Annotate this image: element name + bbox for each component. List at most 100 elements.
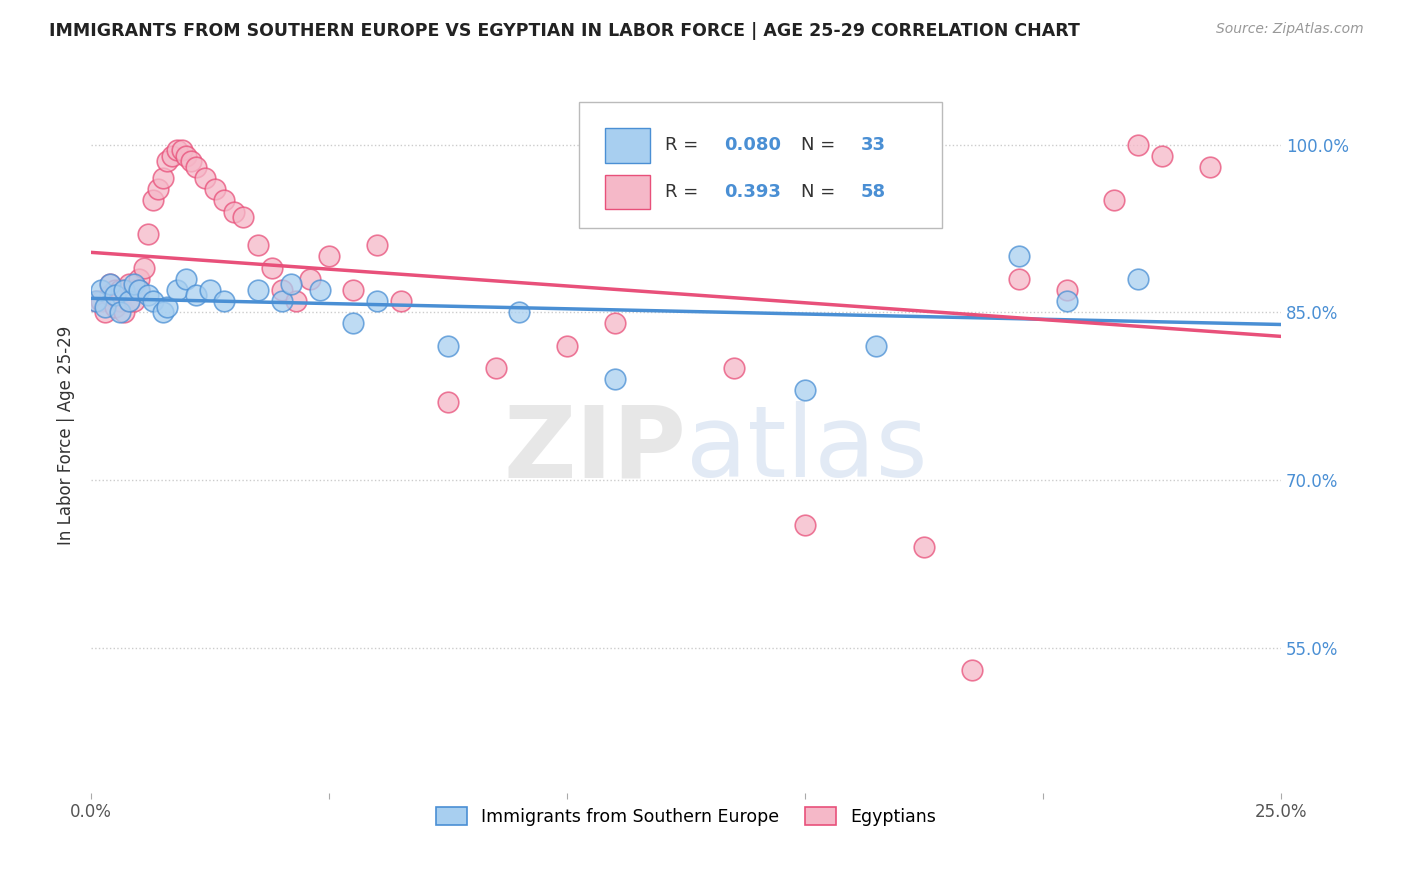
Point bbox=[108, 294, 131, 309]
Point bbox=[90, 283, 112, 297]
Point bbox=[260, 260, 283, 275]
Point bbox=[142, 294, 165, 309]
Point bbox=[232, 210, 254, 224]
Point bbox=[152, 305, 174, 319]
Text: atlas: atlas bbox=[686, 401, 928, 498]
Text: Source: ZipAtlas.com: Source: ZipAtlas.com bbox=[1216, 22, 1364, 37]
Point bbox=[1150, 149, 1173, 163]
Point bbox=[194, 171, 217, 186]
Text: R =: R = bbox=[665, 183, 703, 201]
Point bbox=[437, 394, 460, 409]
Point bbox=[136, 227, 159, 241]
Text: R =: R = bbox=[665, 136, 703, 154]
FancyBboxPatch shape bbox=[579, 103, 942, 227]
Point bbox=[176, 149, 198, 163]
Point bbox=[136, 288, 159, 302]
Text: IMMIGRANTS FROM SOUTHERN EUROPE VS EGYPTIAN IN LABOR FORCE | AGE 25-29 CORRELATI: IMMIGRANTS FROM SOUTHERN EUROPE VS EGYPT… bbox=[49, 22, 1080, 40]
Point bbox=[318, 249, 340, 263]
Point bbox=[794, 384, 817, 398]
Point bbox=[152, 171, 174, 186]
Point bbox=[389, 294, 412, 309]
Point bbox=[94, 300, 117, 314]
Point bbox=[114, 283, 136, 297]
Point bbox=[184, 160, 207, 174]
Bar bbox=[605, 128, 651, 162]
Point bbox=[122, 294, 145, 309]
Point bbox=[142, 194, 165, 208]
Point bbox=[128, 283, 150, 297]
Point bbox=[222, 204, 245, 219]
Text: 0.080: 0.080 bbox=[724, 136, 782, 154]
Point bbox=[84, 294, 107, 309]
Point bbox=[104, 300, 127, 314]
Point bbox=[156, 300, 179, 314]
Point bbox=[166, 143, 188, 157]
Point bbox=[280, 277, 302, 292]
Point bbox=[603, 372, 626, 386]
Point bbox=[114, 305, 136, 319]
Point bbox=[270, 294, 292, 309]
Point bbox=[246, 238, 269, 252]
Point bbox=[284, 294, 307, 309]
Point bbox=[122, 283, 145, 297]
Point bbox=[1008, 271, 1031, 285]
Point bbox=[1008, 249, 1031, 263]
Point bbox=[270, 283, 292, 297]
Point bbox=[108, 283, 131, 297]
Point bbox=[214, 194, 236, 208]
Point bbox=[128, 271, 150, 285]
Point bbox=[118, 277, 141, 292]
Point bbox=[156, 154, 179, 169]
Point bbox=[366, 238, 388, 252]
Point bbox=[214, 294, 236, 309]
Point bbox=[108, 305, 131, 319]
Point bbox=[1128, 271, 1150, 285]
Point bbox=[723, 361, 745, 376]
Point bbox=[204, 182, 226, 196]
Point bbox=[98, 277, 121, 292]
Point bbox=[198, 283, 221, 297]
Point bbox=[246, 283, 269, 297]
Point bbox=[128, 283, 150, 297]
Point bbox=[104, 288, 127, 302]
Point bbox=[1198, 160, 1220, 174]
Point bbox=[114, 283, 136, 297]
Point bbox=[132, 260, 155, 275]
Point bbox=[1056, 283, 1078, 297]
Point bbox=[176, 271, 198, 285]
Legend: Immigrants from Southern Europe, Egyptians: Immigrants from Southern Europe, Egyptia… bbox=[427, 798, 945, 834]
Text: 33: 33 bbox=[860, 136, 886, 154]
Point bbox=[98, 277, 121, 292]
Point bbox=[118, 294, 141, 309]
Point bbox=[342, 283, 364, 297]
Point bbox=[1104, 194, 1126, 208]
Text: 0.393: 0.393 bbox=[724, 183, 780, 201]
Point bbox=[485, 361, 508, 376]
Point bbox=[1128, 137, 1150, 152]
Point bbox=[366, 294, 388, 309]
Point bbox=[98, 288, 121, 302]
Point bbox=[437, 339, 460, 353]
Point bbox=[299, 271, 322, 285]
Text: N =: N = bbox=[801, 136, 841, 154]
Point bbox=[166, 283, 188, 297]
Point bbox=[84, 294, 107, 309]
Point bbox=[122, 277, 145, 292]
Point bbox=[555, 339, 578, 353]
Point bbox=[508, 305, 530, 319]
Point bbox=[912, 540, 935, 554]
Point bbox=[603, 317, 626, 331]
Point bbox=[118, 294, 141, 309]
Point bbox=[308, 283, 330, 297]
Text: N =: N = bbox=[801, 183, 841, 201]
Point bbox=[1056, 294, 1078, 309]
Point bbox=[342, 317, 364, 331]
Point bbox=[104, 283, 127, 297]
Point bbox=[90, 294, 112, 309]
Point bbox=[94, 305, 117, 319]
Point bbox=[794, 517, 817, 532]
Point bbox=[865, 339, 887, 353]
Y-axis label: In Labor Force | Age 25-29: In Labor Force | Age 25-29 bbox=[58, 326, 75, 545]
Point bbox=[960, 663, 983, 677]
Point bbox=[184, 288, 207, 302]
